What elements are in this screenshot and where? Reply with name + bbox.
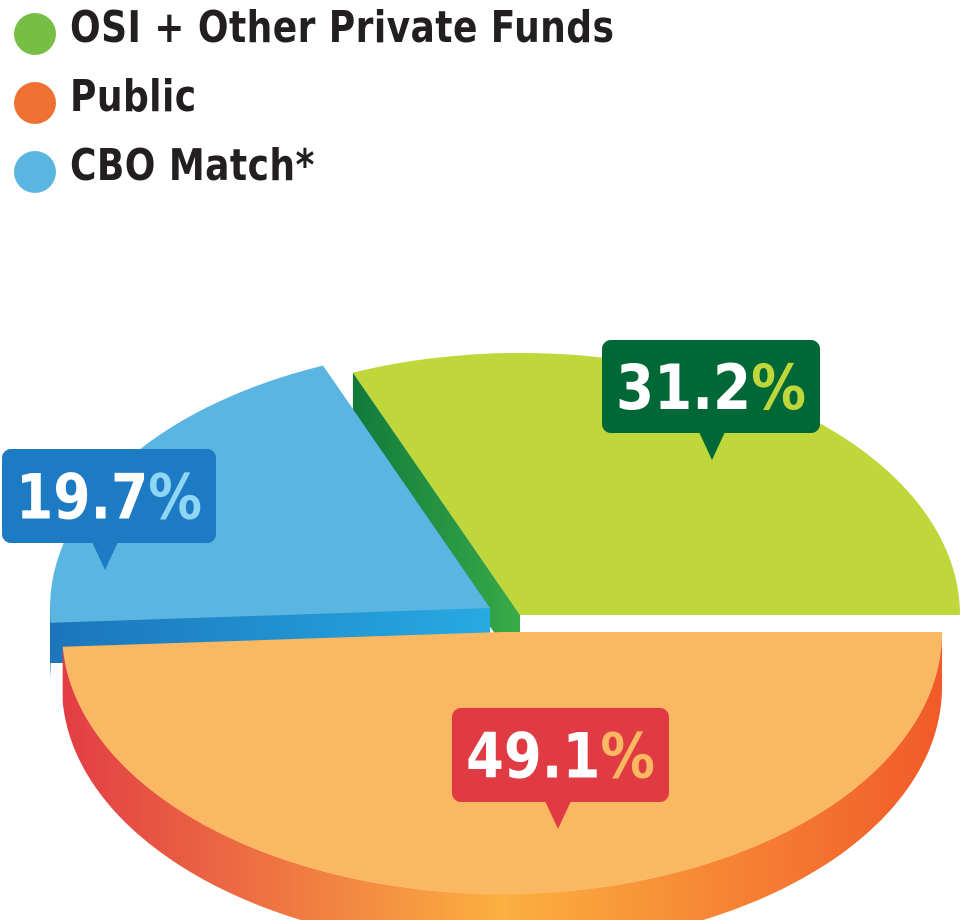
legend-label-cbo-match: CBO Match* bbox=[70, 140, 315, 191]
data-label-text-cbo-match: 19.7% bbox=[16, 460, 202, 533]
slice-top-cbo-match bbox=[49, 365, 490, 623]
legend-label-osi-private: OSI + Other Private Funds bbox=[70, 2, 615, 53]
legend-swatch-osi-private bbox=[14, 13, 56, 55]
data-label-badge-public bbox=[452, 708, 669, 802]
data-label-public: 49.1% bbox=[452, 708, 669, 829]
data-label-pointer-public bbox=[545, 801, 571, 829]
data-label-text-public: 49.1% bbox=[466, 719, 655, 792]
data-label-badge-osi-private bbox=[602, 340, 820, 433]
data-label-badge-cbo-match bbox=[2, 449, 216, 543]
data-label-pointer-cbo-match bbox=[92, 542, 118, 570]
data-label-osi-private: 31.2% bbox=[602, 340, 820, 460]
legend-swatch-cbo-match bbox=[14, 151, 56, 193]
data-label-text-osi-private: 31.2% bbox=[616, 351, 806, 424]
data-label-cbo-match: 19.7% bbox=[2, 449, 216, 570]
legend-label-public: Public bbox=[70, 71, 197, 122]
legend-swatch-public bbox=[14, 82, 56, 124]
data-label-pointer-osi-private bbox=[699, 432, 725, 460]
